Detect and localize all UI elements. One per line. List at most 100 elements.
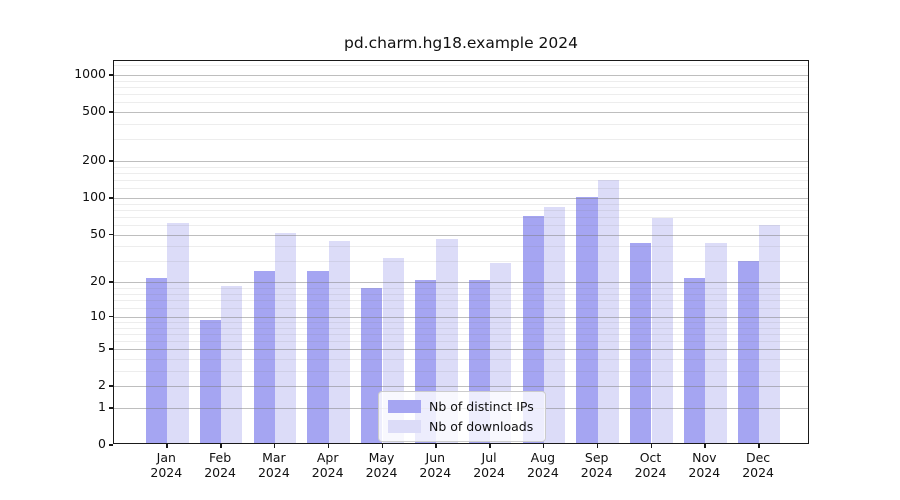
bar-downloads-feb xyxy=(221,285,243,443)
x-tick-label-nov: Nov 2024 xyxy=(676,450,732,480)
x-tick-label-jun: Jun 2024 xyxy=(407,450,463,480)
x-tick-label-jul: Jul 2024 xyxy=(461,450,517,480)
bar-distinct-ips-mar xyxy=(253,270,275,443)
x-tick-month: Jun xyxy=(425,450,446,465)
bar-distinct-ips-apr xyxy=(307,270,329,443)
bar-distinct-ips-jan xyxy=(145,277,168,443)
gridline-minor xyxy=(114,371,808,372)
gridline-minor xyxy=(114,359,808,360)
bar-distinct-ips-feb xyxy=(199,319,222,443)
x-tick-month: Sep xyxy=(584,450,609,465)
x-tick-month: Dec xyxy=(745,450,771,465)
x-tick-mark xyxy=(542,444,545,448)
gridline-major xyxy=(114,234,808,236)
x-tick-month: Feb xyxy=(209,450,232,465)
bar-distinct-ips-dec xyxy=(737,261,760,443)
y-tick-label: 20 xyxy=(90,273,106,289)
gridline-major xyxy=(114,75,808,76)
x-tick-month: Jul xyxy=(481,450,497,465)
chart-title: pd.charm.hg18.example 2024 xyxy=(344,34,578,52)
x-tick-mark xyxy=(758,444,760,448)
bar-distinct-ips-nov xyxy=(683,277,706,443)
gridline-minor xyxy=(114,225,808,226)
bar-distinct-ips-sep xyxy=(576,197,598,443)
y-tick-mark xyxy=(109,407,113,409)
x-tick-mark xyxy=(435,444,437,448)
gridline-minor xyxy=(114,321,808,323)
x-tick-mark xyxy=(489,444,491,448)
y-tick-mark xyxy=(109,385,113,387)
gridline-minor xyxy=(114,87,808,88)
x-tick-mark xyxy=(704,444,706,448)
y-tick-label: 1 xyxy=(98,399,106,415)
bar-distinct-ips-aug xyxy=(522,216,544,443)
x-tick-month: Aug xyxy=(530,450,556,465)
x-tick-label-aug: Aug 2024 xyxy=(515,450,571,480)
bar-downloads-apr xyxy=(328,240,351,443)
x-tick-month: Jan xyxy=(156,450,176,465)
x-tick-year: 2024 xyxy=(688,465,721,480)
y-tick-mark xyxy=(109,348,113,350)
gridline-minor xyxy=(114,139,808,141)
x-tick-mark xyxy=(650,444,652,448)
legend-item-downloads: Nb of downloads xyxy=(388,419,534,434)
y-tick-label: 2 xyxy=(98,377,106,393)
x-tick-year: 2024 xyxy=(419,465,452,480)
legend-label-distinct-ips: Nb of distinct IPs xyxy=(429,399,534,414)
gridline-minor xyxy=(114,166,808,168)
gridline-minor xyxy=(114,180,808,182)
y-tick-mark xyxy=(109,197,113,199)
y-tick-mark xyxy=(109,281,113,283)
gridline-minor xyxy=(114,80,808,82)
bar-downloads-mar xyxy=(274,232,297,443)
gridline-major xyxy=(114,316,808,318)
x-tick-year: 2024 xyxy=(311,465,344,480)
x-tick-label-jan: Jan 2024 xyxy=(138,450,194,480)
x-tick-year: 2024 xyxy=(150,465,183,480)
y-tick-mark xyxy=(109,111,113,113)
x-tick-month: May xyxy=(368,450,395,465)
x-tick-year: 2024 xyxy=(473,465,505,480)
gridline-major xyxy=(114,161,808,163)
y-tick-label: 200 xyxy=(82,152,106,168)
x-tick-year: 2024 xyxy=(634,465,667,480)
gridline-minor xyxy=(114,307,808,309)
gridline-minor xyxy=(114,287,808,289)
gridline-minor xyxy=(114,102,808,104)
bar-downloads-jan xyxy=(167,223,189,443)
x-tick-month: Apr xyxy=(316,450,339,465)
gridline-minor xyxy=(114,327,808,329)
x-tick-mark xyxy=(273,444,276,448)
x-tick-label-sep: Sep 2024 xyxy=(569,450,625,480)
gridline-minor xyxy=(114,173,808,174)
plot-area xyxy=(113,60,809,444)
gridline-minor xyxy=(114,333,808,335)
bar-downloads-dec xyxy=(759,224,781,443)
gridline-minor xyxy=(114,124,808,126)
y-tick-label: 1000 xyxy=(74,66,106,81)
bar-downloads-oct xyxy=(651,218,673,443)
legend-swatch-distinct-ips xyxy=(388,400,421,413)
gridline-major xyxy=(114,282,808,284)
x-tick-year: 2024 xyxy=(365,465,398,480)
gridline-minor xyxy=(114,65,808,67)
x-tick-mark xyxy=(596,444,599,448)
y-tick-label: 10 xyxy=(90,307,106,323)
gridline-minor xyxy=(114,209,808,211)
gridline-minor xyxy=(114,300,808,302)
x-tick-label-mar: Mar 2024 xyxy=(246,450,302,480)
x-tick-year: 2024 xyxy=(526,465,559,480)
y-tick-label: 0 xyxy=(98,436,106,452)
x-tick-mark xyxy=(381,444,383,448)
y-tick-label: 50 xyxy=(90,225,106,241)
x-tick-month: Nov xyxy=(692,450,717,465)
x-tick-label-may: May 2024 xyxy=(354,450,410,480)
bar-distinct-ips-may xyxy=(361,288,383,443)
x-tick-mark xyxy=(220,444,222,448)
gridline-major xyxy=(114,112,808,114)
gridline-minor xyxy=(114,261,808,263)
bar-downloads-sep xyxy=(597,180,620,443)
x-tick-label-oct: Oct 2024 xyxy=(623,450,679,480)
gridline-minor xyxy=(114,341,808,342)
bar-downloads-aug xyxy=(543,206,566,443)
